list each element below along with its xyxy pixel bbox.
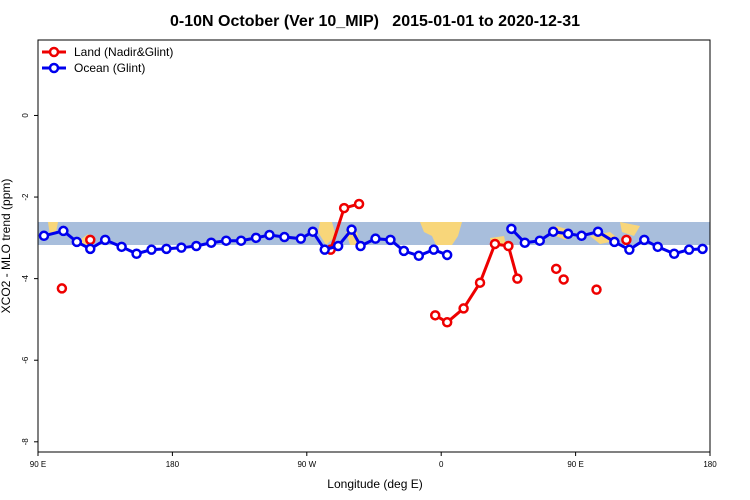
point (295, 233, 307, 244)
point (279, 231, 290, 243)
point (458, 303, 469, 314)
point (562, 228, 574, 240)
point (683, 244, 695, 255)
legend-swatch-point (48, 46, 60, 58)
point (550, 263, 562, 275)
point (353, 198, 365, 210)
point (307, 226, 319, 237)
point (58, 225, 69, 237)
point (512, 273, 523, 284)
point (441, 249, 453, 261)
point (428, 244, 439, 255)
point (161, 243, 172, 255)
x-tick-label: 90 E (30, 460, 46, 469)
point (558, 274, 569, 285)
point (116, 241, 127, 253)
point (503, 240, 514, 252)
point (146, 244, 157, 255)
point (385, 234, 396, 246)
point (319, 244, 330, 255)
legend-label: Land (Nadir&Glint) (74, 45, 173, 59)
point (639, 234, 650, 246)
point (621, 234, 632, 246)
point (668, 248, 680, 260)
point (398, 245, 410, 257)
point (547, 226, 559, 237)
y-tick-label: -2 (21, 193, 30, 201)
y-tick-label: -4 (21, 275, 30, 283)
point (355, 240, 366, 252)
x-tick-label: 0 (439, 460, 444, 469)
point (338, 202, 350, 214)
point (474, 277, 486, 288)
plot-frame (37, 39, 711, 453)
point (191, 240, 202, 252)
point (624, 244, 635, 255)
chart-title: 0-10N October (Ver 10_MIP) 2015-01-01 to… (170, 13, 580, 30)
point (429, 310, 441, 321)
x-tick-label: 90 W (297, 460, 316, 469)
point (534, 235, 546, 246)
point (235, 235, 247, 246)
x-axis-label: Longitude (deg E) (327, 477, 422, 491)
point (441, 317, 453, 328)
legend-swatch-point (48, 62, 60, 74)
point (250, 232, 262, 244)
point (205, 237, 217, 248)
point (346, 224, 357, 235)
y-tick-label: -6 (21, 356, 30, 364)
point (576, 230, 587, 242)
point (85, 243, 96, 255)
land-shapes (48, 222, 640, 245)
point (609, 236, 620, 248)
point (697, 243, 708, 255)
point (38, 230, 50, 242)
point (592, 226, 604, 237)
x-tick-label: 90 E (567, 460, 583, 469)
point (71, 236, 83, 248)
point (489, 238, 501, 250)
x-tick-label: 180 (703, 460, 717, 469)
point (56, 283, 68, 294)
point (131, 248, 142, 260)
point (264, 229, 275, 241)
point (506, 223, 517, 235)
point (519, 237, 531, 248)
point (220, 235, 232, 246)
y-tick-label: 0 (21, 113, 30, 118)
y-tick-label: -8 (21, 438, 30, 446)
y-axis-label: XCO2 - MLO trend (ppm) (0, 179, 13, 314)
point (99, 234, 111, 246)
point (176, 242, 187, 253)
point (652, 241, 663, 253)
legend-label: Ocean (Glint) (74, 61, 145, 75)
point (332, 240, 344, 252)
point (85, 234, 96, 246)
point (370, 233, 381, 244)
x-tick-label: 180 (166, 460, 180, 469)
point (413, 250, 425, 262)
point (591, 284, 602, 295)
